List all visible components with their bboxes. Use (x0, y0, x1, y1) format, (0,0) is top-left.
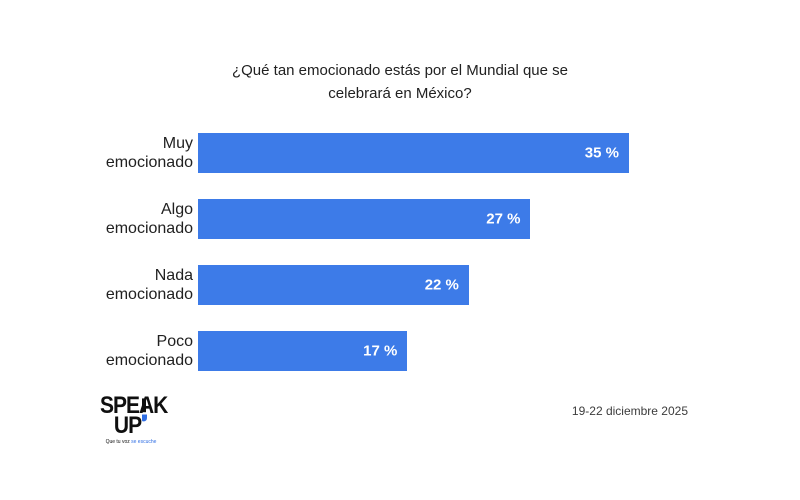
logo-word-up: UP (113, 398, 148, 439)
exclamation-icon (141, 398, 148, 433)
bar: 35 % (198, 133, 629, 173)
bar-value-label: 27 % (486, 210, 521, 228)
logo-word-speak: SPEAK (100, 392, 168, 419)
bar-value-label: 35 % (584, 144, 619, 162)
bar: 22 % (198, 265, 469, 305)
bar-chart: Muy emocionado 35 % Algo emocionado 27 %… (100, 133, 629, 397)
speak-up-logo: SPEAK UP Que tu voz se escuche (100, 392, 168, 445)
bar-value-label: 17 % (363, 342, 398, 360)
bar-track: 27 % (198, 199, 629, 239)
category-label: Muy emocionado (105, 134, 193, 171)
logo-tagline: Que tu voz se escuche (100, 440, 162, 445)
bar-row: Muy emocionado 35 % (100, 133, 629, 173)
bar-value-label: 22 % (424, 276, 459, 294)
bar-row: Algo emocionado 27 % (100, 199, 629, 239)
bar-track: 35 % (198, 133, 629, 173)
bar: 27 % (198, 199, 531, 239)
bar-row: Poco emocionado 17 % (100, 331, 629, 371)
category-label: Nada emocionado (105, 266, 193, 303)
bar: 17 % (198, 331, 408, 371)
logo-up-text: UP (113, 412, 142, 439)
bar-track: 17 % (198, 331, 629, 371)
survey-date: 19-22 diciembre 2025 (571, 404, 688, 418)
bar-row: Nada emocionado 22 % (100, 265, 629, 305)
category-label: Poco emocionado (105, 332, 193, 369)
category-label: Algo emocionado (105, 200, 193, 237)
bar-track: 22 % (198, 265, 629, 305)
logo-tagline-black: Que tu voz (105, 439, 132, 445)
chart-title: ¿Qué tan emocionado estás por el Mundial… (231, 62, 569, 102)
logo-tagline-blue: se escuche (131, 439, 157, 445)
